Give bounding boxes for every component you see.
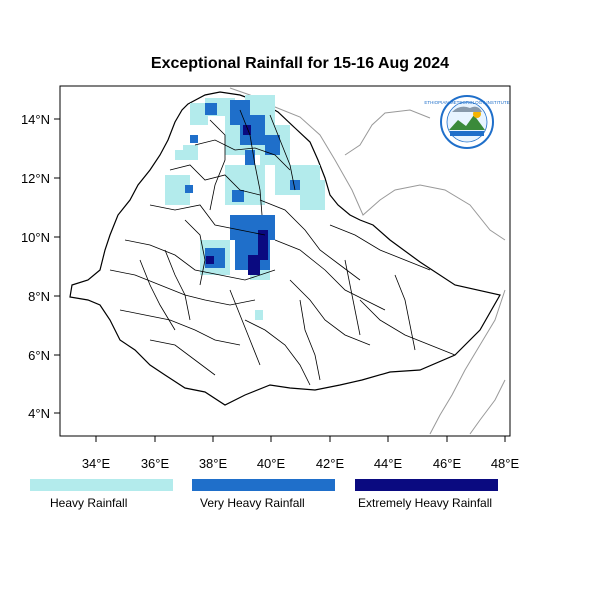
plot-frame (59, 85, 511, 437)
logo-text: ETHIOPIAN METEOROLOGY INSTITUTE (424, 100, 509, 105)
extremely-heavy-rainfall-area (206, 125, 268, 275)
lon-tick-label: 34°E (82, 456, 111, 471)
legend-label-extremely-heavy: Extremely Heavy Rainfall (358, 496, 493, 510)
legend-label-very-heavy: Very Heavy Rainfall (200, 496, 305, 510)
region-boundaries (109, 109, 456, 386)
lon-tick-label: 44°E (374, 456, 403, 471)
axis-ticks (54, 118, 506, 442)
legend-label-heavy: Heavy Rainfall (50, 496, 128, 510)
lon-tick-label: 46°E (433, 456, 462, 471)
lat-tick-label: 8°N (28, 289, 50, 304)
legend-swatch-extremely-heavy (355, 479, 498, 491)
lat-tick-label: 6°N (28, 348, 50, 363)
lon-tick-label: 38°E (199, 456, 228, 471)
neighbor-borders (229, 87, 506, 435)
lon-tick-label: 42°E (316, 456, 345, 471)
lat-tick-label: 12°N (21, 171, 50, 186)
legend-swatch-heavy (30, 479, 173, 491)
lon-tick-label: 48°E (491, 456, 520, 471)
lon-tick-labels: 34°E 36°E 38°E 40°E 42°E 44°E 46°E 48°E (82, 456, 520, 471)
lon-tick-label: 36°E (141, 456, 170, 471)
lat-tick-label: 10°N (21, 230, 50, 245)
legend-swatch-very-heavy (192, 479, 335, 491)
lon-tick-label: 40°E (257, 456, 286, 471)
map-title: Exceptional Rainfall for 15-16 Aug 2024 (150, 55, 450, 72)
lat-tick-labels: 4°N 6°N 8°N 10°N 12°N 14°N (21, 112, 50, 421)
institute-logo: ETHIOPIAN METEOROLOGY INSTITUTE (424, 95, 510, 149)
ethiopia-outline (69, 91, 501, 406)
lat-tick-label: 14°N (21, 112, 50, 127)
lat-tick-label: 4°N (28, 406, 50, 421)
